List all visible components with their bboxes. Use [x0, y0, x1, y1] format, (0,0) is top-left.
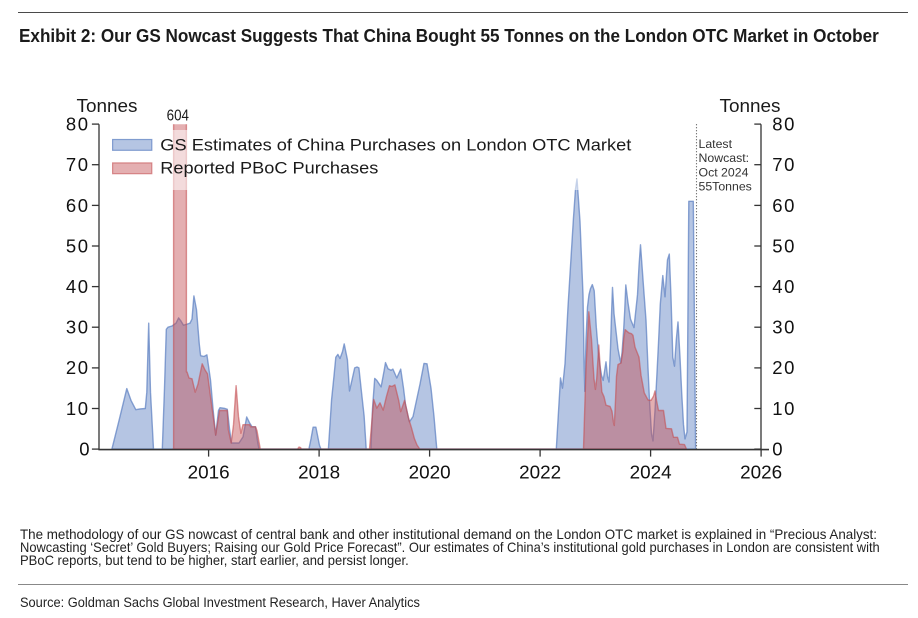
svg-text:2020: 2020 — [409, 461, 451, 482]
svg-text:2026: 2026 — [740, 461, 782, 482]
svg-text:Reported PBoC Purchases: Reported PBoC Purchases — [160, 159, 378, 178]
svg-text:50: 50 — [772, 235, 796, 256]
svg-text:0: 0 — [79, 439, 89, 460]
svg-text:70: 70 — [66, 154, 90, 175]
svg-text:Tonnes: Tonnes — [77, 96, 138, 116]
svg-text:2024: 2024 — [630, 461, 672, 482]
svg-text:80: 80 — [66, 114, 90, 135]
svg-text:2016: 2016 — [188, 461, 230, 482]
svg-text:GS Estimates of China Purchase: GS Estimates of China Purchases on Londo… — [160, 135, 631, 154]
svg-text:10: 10 — [772, 398, 796, 419]
svg-text:60: 60 — [66, 195, 90, 216]
svg-text:80: 80 — [772, 114, 796, 135]
svg-text:Nowcast:: Nowcast: — [699, 151, 750, 165]
svg-text:604: 604 — [167, 107, 190, 124]
svg-text:20: 20 — [66, 357, 90, 378]
svg-text:30: 30 — [66, 317, 90, 338]
svg-text:2018: 2018 — [298, 461, 340, 482]
svg-text:2022: 2022 — [519, 461, 561, 482]
svg-text:20: 20 — [772, 357, 796, 378]
svg-text:40: 40 — [772, 276, 796, 297]
svg-text:30: 30 — [772, 317, 796, 338]
svg-text:0: 0 — [772, 439, 782, 460]
svg-text:Tonnes: Tonnes — [720, 96, 781, 116]
svg-text:Latest: Latest — [699, 137, 733, 151]
svg-text:55Tonnes: 55Tonnes — [699, 180, 752, 194]
svg-text:40: 40 — [66, 276, 90, 297]
svg-text:70: 70 — [772, 154, 796, 175]
svg-text:Oct 2024: Oct 2024 — [699, 165, 749, 179]
svg-text:50: 50 — [66, 235, 90, 256]
svg-text:10: 10 — [66, 398, 90, 419]
svg-text:60: 60 — [772, 195, 796, 216]
